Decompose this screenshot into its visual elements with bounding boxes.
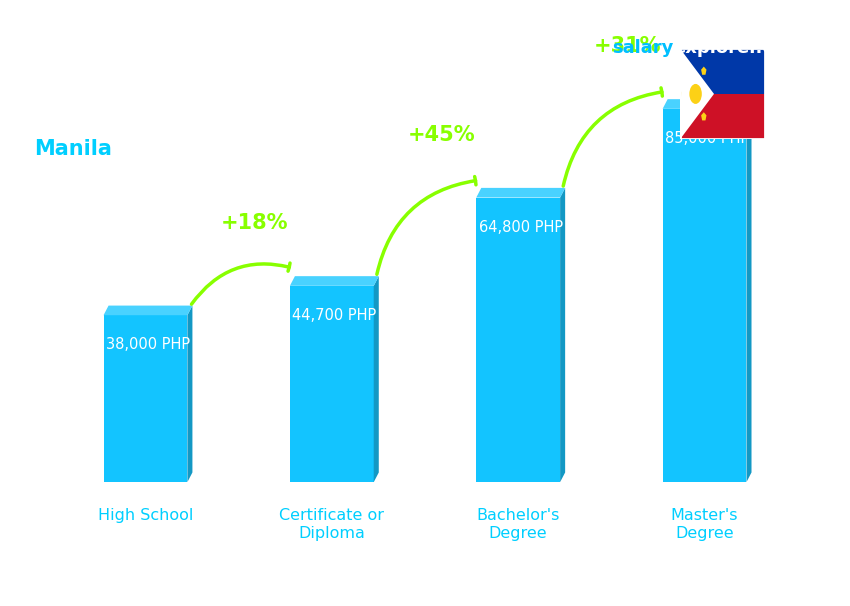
Polygon shape xyxy=(663,99,751,109)
Text: Localization Manager: Localization Manager xyxy=(34,100,255,120)
Polygon shape xyxy=(290,276,379,286)
Polygon shape xyxy=(374,276,379,482)
Text: +18%: +18% xyxy=(221,213,288,233)
Text: 38,000 PHP: 38,000 PHP xyxy=(106,337,190,352)
Polygon shape xyxy=(701,112,706,121)
Polygon shape xyxy=(701,67,706,75)
Polygon shape xyxy=(680,48,714,139)
Text: Salary Comparison By Education: Salary Comparison By Education xyxy=(34,42,591,72)
Polygon shape xyxy=(187,305,192,482)
Polygon shape xyxy=(663,109,746,482)
Circle shape xyxy=(689,84,702,104)
Text: salary: salary xyxy=(612,39,673,58)
Polygon shape xyxy=(680,48,765,94)
Polygon shape xyxy=(476,198,560,482)
Polygon shape xyxy=(680,94,765,139)
Text: 85,000 PHP: 85,000 PHP xyxy=(665,131,749,146)
Polygon shape xyxy=(104,315,187,482)
Polygon shape xyxy=(746,99,751,482)
Text: +45%: +45% xyxy=(407,125,475,145)
Text: High School: High School xyxy=(98,508,193,524)
Polygon shape xyxy=(104,305,192,315)
Text: explorer.com: explorer.com xyxy=(673,39,804,58)
Text: Average Monthly Salary: Average Monthly Salary xyxy=(812,277,824,426)
Text: Master's
Degree: Master's Degree xyxy=(671,508,739,541)
Text: Bachelor's
Degree: Bachelor's Degree xyxy=(477,508,560,541)
Polygon shape xyxy=(677,89,682,98)
Text: Certificate or
Diploma: Certificate or Diploma xyxy=(280,508,384,541)
Text: 44,700 PHP: 44,700 PHP xyxy=(292,308,377,323)
Text: Manila: Manila xyxy=(34,139,112,159)
Text: +31%: +31% xyxy=(594,36,661,56)
Text: 64,800 PHP: 64,800 PHP xyxy=(479,219,563,235)
Polygon shape xyxy=(560,188,565,482)
Polygon shape xyxy=(476,188,565,198)
Polygon shape xyxy=(290,286,374,482)
